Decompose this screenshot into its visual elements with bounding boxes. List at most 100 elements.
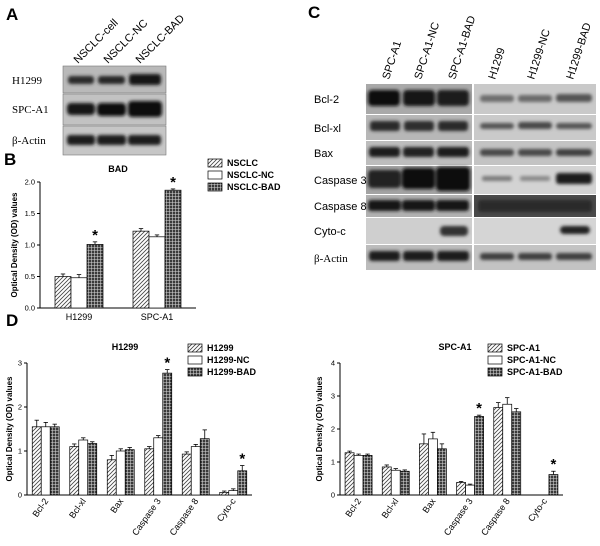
legend-swatch [207,182,223,192]
y-tick-label: 1 [18,447,22,456]
panel-c-row-label: Bcl-2 [314,94,339,106]
bar [40,426,51,496]
significance-star: * [239,451,245,468]
legend-label: NSCLC [227,158,258,168]
panel-a-row-label: β-Actin [12,135,46,147]
y-tick-label: 1.0 [25,241,35,250]
y-tick-label: 2.0 [25,178,35,187]
bar [106,459,117,496]
y-tick-label: 0 [331,491,335,500]
bar [381,466,392,496]
chart-b-bad: 0.0 0.5 1.0 1.5 2.0 Optical Density (OD) valu… [10,158,281,322]
legend-swatch [487,355,503,365]
panel-c-col-label: H1299-NC [525,28,552,81]
significance-star: * [476,400,482,417]
chart-d-h1299: 0 1 2 3 Optical Density (OD) values H1299 Bcl-… [5,342,257,537]
y-tick-label: 3 [331,392,335,401]
bar [115,450,126,496]
bar [31,426,42,496]
x-tick-label: H1299 [66,312,93,322]
panel-c-row-label: Caspase 8 [314,201,367,213]
panel-c-column-labels: SPC-A1 SPC-A1-NC SPC-A1-BAD H1299 H1299-… [380,14,594,81]
x-tick-label: Cyto-c [215,496,238,523]
x-tick-label: Cyto-c [526,496,549,523]
bar [502,403,513,496]
bar [86,244,104,309]
significance-star: * [164,355,170,372]
bar [164,189,182,309]
significance-star: * [550,456,556,473]
y-axis-label: Optical Density (OD) values [10,192,19,297]
bar [344,452,355,496]
x-tick-label: Bcl-2 [30,496,50,519]
legend-swatch [487,367,503,377]
panel-c-col-label: SPC-A1 [380,39,404,81]
panel-c-blot: Bcl-2 Bcl-xl Bax Caspase 3 Caspase 8 Cyt… [314,84,596,270]
bar [353,455,364,496]
y-tick-label: 0.0 [25,304,35,313]
panel-c-row-label: Cyto-c [314,226,346,238]
legend-label: NSCLC-BAD [227,182,281,192]
panel-c-col-label: SPC-A1-NC [412,21,442,81]
panel-a-column-labels: NSCLC-cell NSCLC-NC NSCLC-BAD [72,13,187,66]
y-tick-label: 2 [331,425,335,434]
bar [437,448,447,496]
panel-letter-a: A [6,5,18,24]
chart-d-spc-a1: 0 1 2 3 4 Optical Density (OD) values SPC-A1 Bc… [315,342,563,537]
bar [124,449,135,496]
legend-label: NSCLC-NC [227,170,274,180]
bar [474,416,484,496]
legend-swatch [207,158,223,168]
panel-letter-b: B [4,150,16,169]
bar [70,277,88,309]
bar [132,230,150,309]
bar [390,469,401,496]
bar [54,276,72,309]
bar [493,407,504,496]
bar [219,492,230,496]
legend-swatch [187,367,203,377]
panel-c-row-label: β-Actin [314,253,348,265]
panel-a-row-label: SPC-A1 [12,104,49,116]
bar [144,448,155,496]
x-tick-label: Bax [108,496,125,515]
panel-a-blot: H1299 SPC-A1 β-Actin [12,65,167,156]
bar [199,438,210,496]
chart-title: SPC-A1 [438,342,471,352]
x-tick-label: Bcl-xl [67,496,88,520]
y-tick-label: 2 [18,403,22,412]
y-tick-label: 1.5 [25,209,35,218]
bar [228,490,239,496]
bar [548,474,559,496]
bar [78,439,89,496]
legend-label: SPC-A1-NC [507,355,557,365]
x-tick-label: Bcl-xl [380,496,401,520]
bar [181,453,192,496]
legend-swatch [207,170,223,180]
bar [511,411,522,496]
legend-swatch [187,343,203,353]
bar [49,426,60,496]
bar [465,484,475,496]
x-tick-label: Caspase 3 [130,496,163,537]
y-tick-label: 4 [331,359,335,368]
panel-c-col-label: H1299 [486,46,507,81]
x-tick-label: Bax [420,496,437,515]
legend-label: H1299-BAD [207,367,257,377]
legend-label: H1299 [207,343,234,353]
y-axis-label: Optical Density (OD) values [5,376,14,481]
panel-c-row-label: Bax [314,148,333,160]
y-tick-label: 3 [18,359,22,368]
x-tick-label: Bcl-2 [343,496,363,519]
bar [456,482,466,496]
chart-title: BAD [108,164,128,174]
legend-swatch [187,355,203,365]
bar [362,455,373,496]
bar [399,470,410,496]
significance-star: * [170,174,176,191]
bar [162,372,173,496]
y-tick-label: 0.5 [25,272,35,281]
legend-label: SPC-A1-BAD [507,367,563,377]
bar [69,446,80,496]
